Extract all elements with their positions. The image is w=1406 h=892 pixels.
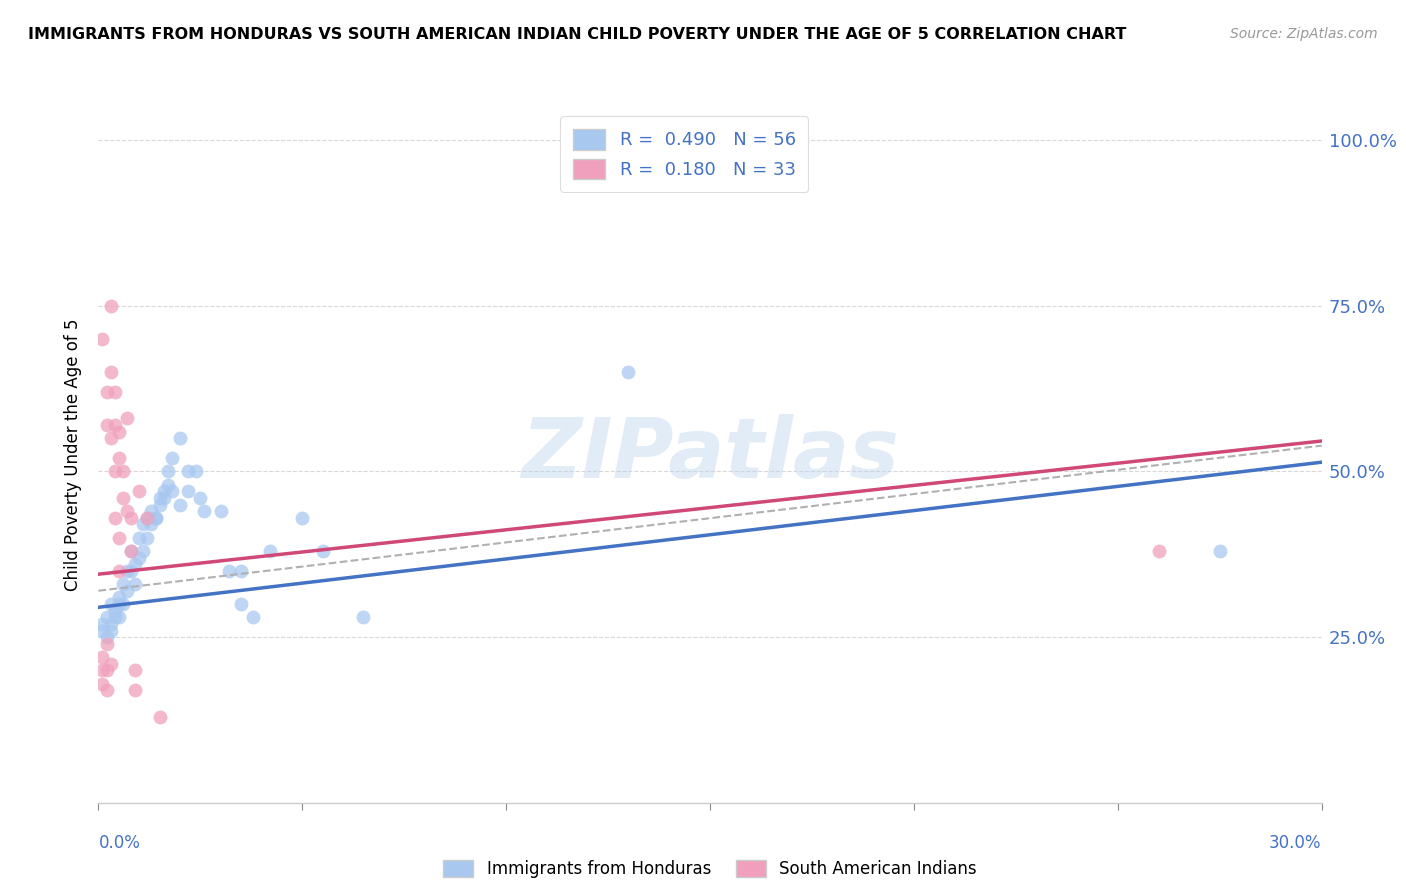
Point xyxy=(136,531,159,545)
Point xyxy=(100,616,122,631)
Point xyxy=(115,564,138,578)
Point xyxy=(91,624,114,638)
Point xyxy=(128,531,150,545)
Point xyxy=(169,431,191,445)
Point xyxy=(120,544,142,558)
Point xyxy=(100,299,122,313)
Point xyxy=(96,610,118,624)
Point xyxy=(120,544,142,558)
Text: ZIPatlas: ZIPatlas xyxy=(522,415,898,495)
Point xyxy=(169,498,191,512)
Point xyxy=(291,511,314,525)
Legend: R =  0.490   N = 56, R =  0.180   N = 33: R = 0.490 N = 56, R = 0.180 N = 33 xyxy=(560,116,808,192)
Point xyxy=(91,332,114,346)
Y-axis label: Child Poverty Under the Age of 5: Child Poverty Under the Age of 5 xyxy=(65,318,83,591)
Point xyxy=(108,531,131,545)
Point xyxy=(1147,544,1170,558)
Point xyxy=(100,431,122,445)
Point xyxy=(96,637,118,651)
Point xyxy=(115,411,138,425)
Point xyxy=(96,663,118,677)
Point xyxy=(91,663,114,677)
Point xyxy=(156,477,179,491)
Point xyxy=(209,504,232,518)
Point xyxy=(242,610,264,624)
Point xyxy=(141,504,163,518)
Point xyxy=(124,577,146,591)
Point xyxy=(104,418,127,433)
Point xyxy=(108,597,131,611)
Point xyxy=(100,657,122,671)
Point xyxy=(100,624,122,638)
Point xyxy=(111,577,134,591)
Point xyxy=(104,384,127,399)
Point xyxy=(186,465,208,479)
Point xyxy=(188,491,212,505)
Point xyxy=(128,550,150,565)
Point xyxy=(193,504,215,518)
Point xyxy=(108,425,131,439)
Point xyxy=(149,491,172,505)
Point xyxy=(104,604,127,618)
Point xyxy=(100,597,122,611)
Point xyxy=(177,465,200,479)
Point xyxy=(177,484,200,499)
Point xyxy=(136,511,159,525)
Point xyxy=(111,491,134,505)
Point xyxy=(111,465,134,479)
Text: Source: ZipAtlas.com: Source: ZipAtlas.com xyxy=(1230,27,1378,41)
Text: 30.0%: 30.0% xyxy=(1270,834,1322,852)
Point xyxy=(104,511,127,525)
Point xyxy=(128,484,150,499)
Point xyxy=(91,676,114,690)
Point xyxy=(111,597,134,611)
Point xyxy=(108,564,131,578)
Point xyxy=(231,564,253,578)
Point xyxy=(132,517,155,532)
Point xyxy=(617,365,640,379)
Point xyxy=(96,418,118,433)
Point xyxy=(104,465,127,479)
Point xyxy=(124,683,146,698)
Point xyxy=(124,558,146,572)
Point xyxy=(352,610,374,624)
Point xyxy=(108,591,131,605)
Point xyxy=(132,544,155,558)
Point xyxy=(149,709,172,723)
Point xyxy=(149,498,172,512)
Point xyxy=(145,511,167,525)
Point xyxy=(91,616,114,631)
Point xyxy=(136,511,159,525)
Point xyxy=(160,451,183,466)
Point xyxy=(152,491,174,505)
Point xyxy=(156,465,179,479)
Point xyxy=(141,517,163,532)
Point xyxy=(124,663,146,677)
Point xyxy=(96,683,118,698)
Point xyxy=(120,564,142,578)
Point xyxy=(152,484,174,499)
Point xyxy=(115,583,138,598)
Point xyxy=(312,544,335,558)
Point xyxy=(1209,544,1232,558)
Point xyxy=(108,451,131,466)
Point xyxy=(96,384,118,399)
Point xyxy=(231,597,253,611)
Text: 0.0%: 0.0% xyxy=(98,834,141,852)
Point xyxy=(91,650,114,665)
Point xyxy=(96,630,118,644)
Point xyxy=(104,610,127,624)
Point xyxy=(145,511,167,525)
Point xyxy=(218,564,240,578)
Point xyxy=(120,511,142,525)
Point xyxy=(100,365,122,379)
Text: IMMIGRANTS FROM HONDURAS VS SOUTH AMERICAN INDIAN CHILD POVERTY UNDER THE AGE OF: IMMIGRANTS FROM HONDURAS VS SOUTH AMERIC… xyxy=(28,27,1126,42)
Point xyxy=(115,504,138,518)
Point xyxy=(108,610,131,624)
Point xyxy=(259,544,281,558)
Point xyxy=(160,484,183,499)
